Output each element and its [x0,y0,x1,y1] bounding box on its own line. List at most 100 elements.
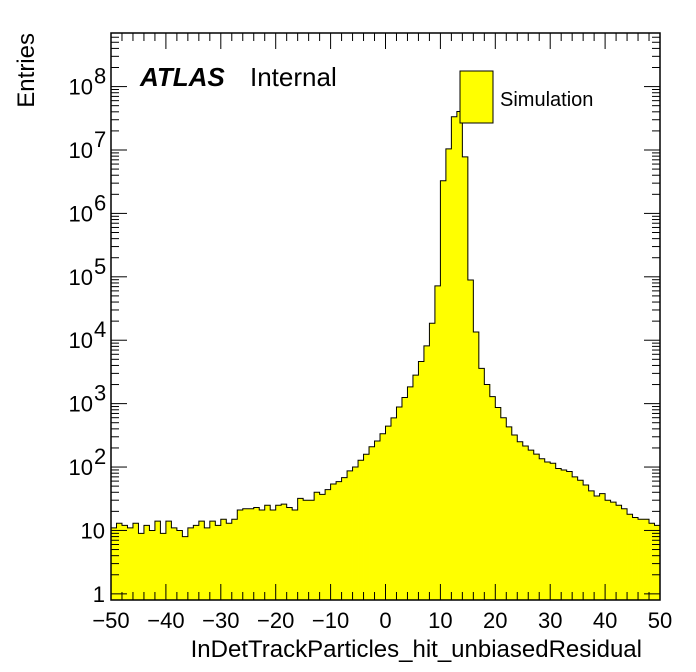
histogram-bar [511,435,518,600]
histogram-bar [226,523,233,600]
x-tick-label: 30 [538,608,562,633]
histogram-bar [215,525,222,600]
histogram-bar [418,361,425,600]
y-tick-label-exponent: 4 [94,317,106,342]
internal-label: Internal [250,62,337,92]
histogram-bar [632,517,639,600]
histogram-bar [440,180,447,600]
histogram-bar [237,510,244,600]
histogram-bar [248,508,255,600]
histogram-bar [577,480,584,600]
histogram-bar [484,384,491,600]
x-tick-label: 10 [428,608,452,633]
x-tick-label: −20 [257,608,294,633]
y-tick-label-exponent: 8 [94,64,106,89]
histogram-bar [121,525,128,600]
histogram-bar [517,441,524,600]
histogram-bar [336,481,342,600]
histogram-bar [506,426,513,600]
histogram-bar [533,454,540,600]
histogram-bar [149,530,156,600]
x-axis-ticks: −50 −40 −30 −20 −10 0 10 20 30 40 50 [92,33,672,633]
histogram-bar [385,426,392,600]
legend-label: Simulation [500,89,593,111]
histogram-bar [231,519,238,600]
histogram-bar [445,148,452,600]
histogram-bar [303,500,310,600]
histogram-bar [654,525,661,600]
histogram-bar [286,507,293,600]
histogram-bar [193,525,200,600]
histogram-bar [154,521,161,600]
histogram-bar [138,533,145,600]
x-tick-label: 0 [379,608,391,633]
histogram-bar [583,485,590,600]
y-tick-label: 10 [69,392,93,417]
legend-swatch [459,70,494,124]
histogram-bar [374,440,381,600]
histogram-bar [605,500,611,600]
histogram-bar [500,417,507,600]
y-tick-label: 10 [69,455,93,480]
y-tick-label: 10 [81,518,105,543]
histogram-bar [467,280,474,600]
histogram-bar [253,507,260,600]
y-tick-label: 10 [69,328,93,353]
histogram-bar [204,527,211,600]
x-tick-label: 50 [648,608,672,633]
histogram-bar [187,527,194,600]
histogram-bar [160,533,167,600]
histogram-bar [429,323,436,600]
histogram-bar [297,498,304,600]
histogram-bar [369,446,375,600]
x-tick-label: 20 [483,608,507,633]
y-tick-label-exponent: 7 [94,127,106,152]
histogram-bar [116,523,123,600]
histogram-bars [110,111,661,601]
histogram-bar [566,471,573,600]
histogram-bar [638,519,644,600]
histogram-bar [462,156,469,601]
histogram-bar [396,407,403,600]
histogram-bar [275,505,282,600]
histogram-bar [347,470,353,600]
y-tick-label-exponent: 3 [94,381,106,406]
histogram-bar [330,484,337,600]
x-axis-title: InDetTrackParticles_hit_unbiasedResidual [191,636,642,663]
histogram-bar [434,285,441,600]
histogram-bar [412,375,419,600]
histogram-bar [539,458,546,600]
histogram-bar [259,510,266,600]
x-tick-label: −30 [202,608,239,633]
histogram-bar [401,397,408,600]
histogram-bar [473,331,480,600]
histogram-bar [281,504,288,600]
histogram-bar [550,463,557,600]
histogram-bar [599,493,606,600]
x-tick-label: −50 [92,608,129,633]
histogram-bar [363,454,370,600]
histogram-bar [544,462,551,600]
histogram-bar [616,505,622,600]
histogram-bar [292,510,299,600]
histogram-bar [522,445,529,600]
histogram-bar [242,508,249,600]
histogram-bar [314,492,321,600]
atlas-label: ATLAS [139,62,225,92]
y-tick-label: 10 [69,138,93,163]
histogram-bar [451,116,458,600]
histogram-outline [110,111,661,600]
x-tick-label: −10 [312,608,349,633]
histogram-bar [407,386,414,600]
y-tick-label: 1 [93,582,105,607]
histogram-bar [270,510,277,600]
x-tick-label: 40 [593,608,617,633]
histogram-bar [561,469,568,600]
histogram-bar [143,525,150,600]
histogram-bar [171,527,178,600]
histogram-bar [380,433,386,600]
plot-frame [110,32,661,601]
histogram-bar [358,460,364,600]
histogram-bar [649,523,655,600]
